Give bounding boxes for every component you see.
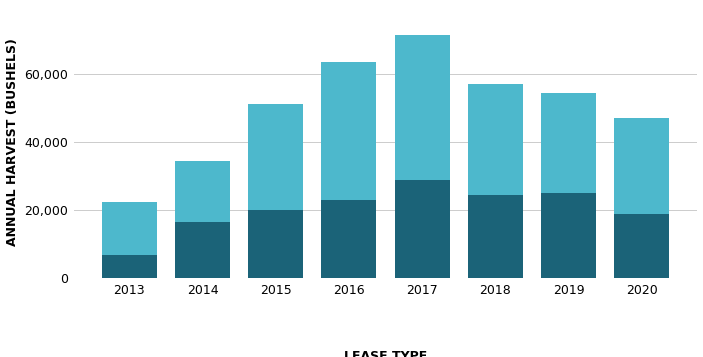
Bar: [467, 84, 523, 195]
Bar: [248, 105, 303, 210]
Bar: [541, 193, 596, 278]
Bar: [394, 180, 449, 278]
Legend: Submerged Land, Water Column: Submerged Land, Water Column: [257, 345, 515, 357]
Bar: [175, 222, 230, 278]
Bar: [248, 210, 303, 278]
Bar: [102, 255, 157, 278]
Bar: [175, 161, 230, 222]
Bar: [102, 202, 157, 255]
Bar: [321, 62, 376, 200]
Bar: [321, 200, 376, 278]
Bar: [614, 213, 669, 278]
Bar: [467, 195, 523, 278]
Bar: [541, 92, 596, 193]
Bar: [614, 118, 669, 213]
Bar: [394, 35, 449, 180]
Y-axis label: ANNUAL HARVEST (BUSHELS): ANNUAL HARVEST (BUSHELS): [6, 38, 18, 246]
